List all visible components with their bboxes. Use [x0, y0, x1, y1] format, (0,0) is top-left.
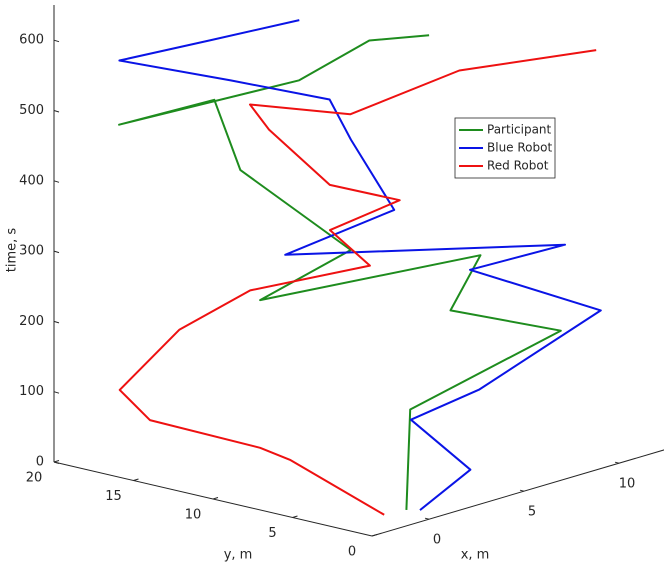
x-tick: [614, 461, 620, 464]
y-tick: [133, 478, 139, 481]
y-tick-label: 0: [348, 545, 356, 560]
x-tick-label: 0: [433, 533, 441, 548]
legend-label: Blue Robot: [487, 141, 552, 155]
legend-label: Participant: [487, 123, 552, 137]
z-tick: [53, 250, 60, 254]
z-tick: [53, 39, 60, 43]
trajectory: [118, 19, 602, 511]
y-tick-label: 20: [26, 471, 43, 486]
legend-box: [454, 117, 556, 179]
x-axis: [371, 449, 664, 537]
z-tick-label: 400: [19, 173, 44, 188]
z-tick-label: 100: [19, 384, 44, 399]
legend: Participant Blue Robot Red Robot: [454, 117, 556, 179]
z-tick-label: 0: [36, 455, 44, 470]
z-tick: [53, 180, 60, 183]
y-tick: [371, 534, 378, 537]
z-tick-label: 500: [19, 103, 44, 118]
y-tick-label: 10: [185, 508, 202, 523]
z-tick-label: 200: [19, 314, 44, 329]
x-tick: [424, 517, 430, 520]
y-tick-label: 15: [105, 489, 122, 504]
x-tick-label: 10: [619, 477, 636, 492]
z-tick-label: 300: [19, 244, 44, 259]
trajectory: [118, 34, 562, 510]
y-tick: [212, 497, 219, 500]
z-tick: [53, 320, 60, 324]
y-axis-label: y, m: [224, 548, 253, 563]
z-tick: [53, 391, 60, 394]
trajectory: [118, 49, 597, 516]
y-tick-label: 5: [268, 526, 276, 541]
y-tick: [292, 515, 298, 518]
z-tick: [53, 110, 60, 113]
z-tick-label: 600: [19, 33, 44, 48]
z-axis-label: time, s: [5, 228, 20, 273]
z-tick: [53, 461, 60, 464]
legend-label: Red Robot: [487, 159, 549, 173]
x-tick-label: 5: [528, 505, 536, 520]
x-axis-label: x, m: [461, 548, 490, 563]
x-tick: [519, 489, 525, 492]
